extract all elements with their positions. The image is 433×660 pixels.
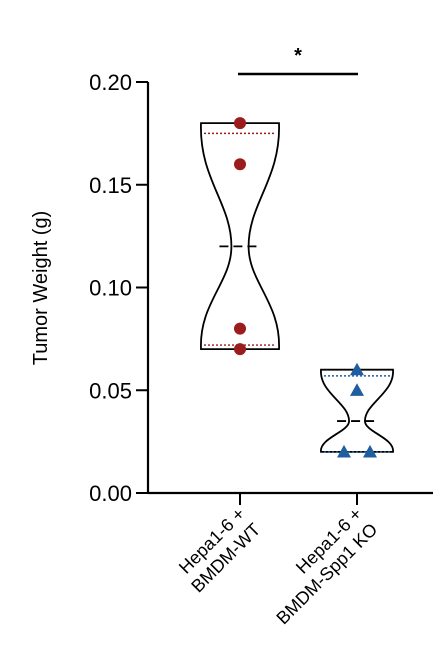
y-tick-label: 0.05 [89, 378, 132, 403]
significance-star: * [294, 45, 302, 67]
violins [200, 122, 394, 453]
data-points [234, 117, 377, 458]
y-tick-label: 0.15 [89, 173, 132, 198]
x-tick-label: Hepa1-6 +BMDM-Spp1 KO [257, 504, 381, 628]
y-tick-label: 0.00 [89, 481, 132, 506]
data-point [234, 343, 246, 356]
data-point [234, 158, 246, 171]
y-tick-label: 0.10 [89, 276, 132, 301]
significance-annotation: * [238, 45, 358, 76]
violin-body [320, 368, 394, 453]
y-axis-title: Tumor Weight (g) [30, 211, 52, 365]
data-point [234, 117, 246, 130]
data-point [350, 383, 364, 396]
y-axis: 0.00 0.05 0.10 0.15 0.20 [89, 70, 150, 506]
x-tick-label: Hepa1-6 +BMDM-WT [172, 504, 265, 597]
data-point [350, 362, 364, 376]
violin-body [200, 122, 280, 351]
data-point [234, 322, 246, 335]
data-point [337, 444, 351, 458]
data-point [363, 444, 377, 458]
x-axis: Hepa1-6 +BMDM-WT Hepa1-6 +BMDM-Spp1 KO [148, 491, 433, 628]
y-tick-label: 0.20 [89, 70, 132, 95]
